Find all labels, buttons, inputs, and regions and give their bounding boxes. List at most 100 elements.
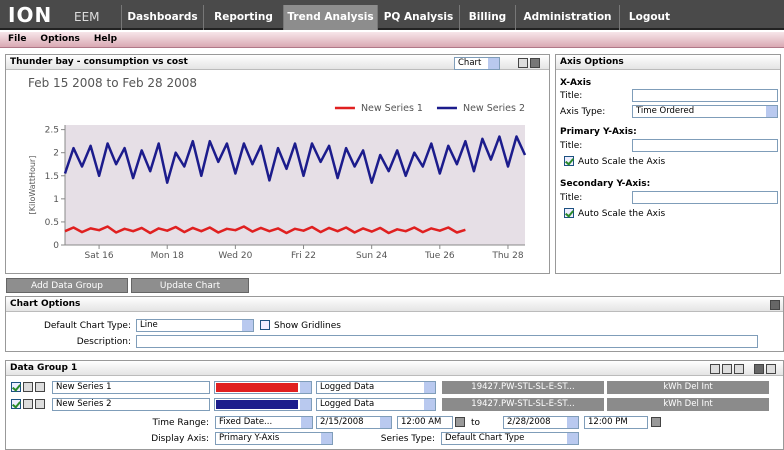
chart-type-select[interactable]: Line	[136, 319, 254, 332]
spinner[interactable]	[651, 417, 661, 427]
nav-tab[interactable]: Trend Analysis	[283, 5, 377, 30]
button-label: Update Chart	[159, 281, 221, 291]
start-date[interactable]: 2/15/2008	[316, 416, 392, 429]
icon[interactable]	[754, 364, 764, 374]
checkbox[interactable]	[260, 320, 270, 330]
legend-label: New Series 2	[463, 103, 525, 114]
source: Logged Data	[320, 382, 375, 392]
menu-item[interactable]: File	[8, 34, 27, 44]
text-input[interactable]	[632, 89, 778, 102]
icon[interactable]	[722, 364, 732, 374]
display-axis-select[interactable]: Primary Y-Axis	[215, 432, 333, 445]
icon[interactable]	[23, 399, 33, 409]
start-time[interactable]: 12:00 AM	[397, 416, 453, 429]
series-name: New Series 2	[56, 399, 112, 409]
panel-title: Chart Options	[10, 299, 81, 309]
icon[interactable]	[518, 58, 528, 68]
x-tick-label: Tue 26	[424, 251, 455, 261]
nav-tab[interactable]: Dashboards	[121, 5, 203, 30]
select-value: Time Ordered	[636, 106, 695, 116]
y-tick-label: 2.5	[45, 126, 59, 136]
text-input[interactable]	[632, 191, 778, 204]
nav-tab[interactable]: Reporting	[203, 5, 283, 30]
view-value: Chart	[458, 58, 482, 68]
time-value: 12:00 AM	[401, 417, 442, 427]
y-tick-label: 1	[53, 195, 59, 205]
to-label: to	[471, 418, 481, 428]
end-date[interactable]: 2/28/2008	[503, 416, 579, 429]
menu-bar: File Options Help	[0, 32, 784, 48]
color-select[interactable]	[214, 381, 312, 394]
select-value: Default Chart Type	[445, 433, 525, 443]
panel-title: Data Group 1	[10, 363, 78, 373]
icon[interactable]	[530, 58, 540, 68]
series-type-select[interactable]: Default Chart Type	[441, 432, 579, 445]
checkbox[interactable]	[564, 208, 574, 218]
field-label: Time Range:	[152, 418, 209, 428]
menu-item[interactable]: Help	[93, 34, 118, 44]
date-value: 2/15/2008	[320, 417, 364, 427]
icon[interactable]	[766, 364, 776, 374]
legend-label: New Series 1	[361, 103, 423, 114]
source-select[interactable]: Logged Data	[316, 381, 436, 394]
checkbox[interactable]	[11, 382, 21, 392]
checkbox[interactable]	[564, 156, 574, 166]
measurement-source-button[interactable]: 19427.PW-STL-SL-E-ST...	[442, 398, 604, 411]
measurement-source-button[interactable]: 19427.PW-STL-SL-E-ST...	[442, 381, 604, 394]
field-label: Default Chart Type:	[43, 321, 131, 331]
x-tick-label: Sat 16	[85, 251, 114, 261]
measurement-button[interactable]: kWh Del Int	[607, 398, 769, 411]
select-value: Primary Y-Axis	[219, 433, 280, 443]
measurement-button[interactable]: kWh Del Int	[607, 381, 769, 394]
field-label: Title:	[560, 193, 583, 203]
menu-item[interactable]: Options	[40, 34, 80, 44]
series-name: New Series 1	[56, 382, 112, 392]
checkbox[interactable]	[11, 399, 21, 409]
panel-header: Thunder bay - consumption vs cost	[6, 55, 549, 70]
color-select[interactable]	[214, 398, 312, 411]
add-group-button[interactable]: Add Data Group	[6, 278, 128, 293]
panel-header: Data Group 1	[6, 361, 783, 376]
description-input[interactable]	[136, 335, 758, 348]
checkbox-label: Auto Scale the Axis	[578, 209, 666, 219]
nav-tab[interactable]: PQ Analysis	[377, 5, 459, 30]
update-button[interactable]: Update Chart	[131, 278, 249, 293]
checkbox-label: Show Gridlines	[274, 321, 341, 331]
view-select[interactable]: Chart	[454, 57, 500, 70]
field-label: Title:	[560, 91, 583, 101]
field-label: Description:	[76, 337, 131, 347]
series-line	[64, 225, 466, 235]
source-select[interactable]: Logged Data	[316, 398, 436, 411]
series-name-input[interactable]: New Series 1	[52, 381, 210, 394]
series-line	[63, 135, 527, 184]
checkbox-label: Auto Scale the Axis	[578, 157, 666, 167]
series-name-input[interactable]: New Series 2	[52, 398, 210, 411]
nav-tab[interactable]: Billing	[459, 5, 515, 30]
spinner[interactable]	[455, 417, 465, 427]
x-tick-label: Thu 28	[491, 251, 523, 261]
axis-options-panel: Axis Options X-Axis Title: Axis Type: Ti…	[555, 54, 781, 274]
section-label: X-Axis	[560, 78, 592, 88]
time-value: 12:00 PM	[588, 417, 628, 427]
icon[interactable]	[35, 382, 45, 392]
icon[interactable]	[734, 364, 744, 374]
nav-tab[interactable]: Administration	[515, 5, 619, 30]
nav-tab[interactable]: Logout	[619, 5, 679, 30]
field-label: Series Type:	[380, 434, 435, 444]
field-label: Title:	[560, 141, 583, 151]
field-label: Display Axis:	[151, 434, 209, 444]
end-time[interactable]: 12:00 PM	[584, 416, 648, 429]
time-range-select[interactable]: Fixed Date...	[215, 416, 313, 429]
text-input[interactable]	[632, 139, 778, 152]
icon[interactable]	[23, 382, 33, 392]
y-tick-label: 1.5	[45, 172, 59, 182]
chart: Feb 15 2008 to Feb 28 2008 0 0.5 1 1.5 2 2.5 S…	[28, 76, 527, 261]
section-label: Primary Y-Axis:	[560, 127, 637, 137]
y-tick-label: 0.5	[45, 218, 59, 228]
icon[interactable]	[35, 399, 45, 409]
icon[interactable]	[770, 300, 780, 310]
y-axis-label: [KiloWattHour]	[28, 156, 37, 215]
axis-type-select[interactable]: Time Ordered	[632, 105, 778, 118]
icon[interactable]	[710, 364, 720, 374]
panel-title: Thunder bay - consumption vs cost	[10, 57, 188, 67]
